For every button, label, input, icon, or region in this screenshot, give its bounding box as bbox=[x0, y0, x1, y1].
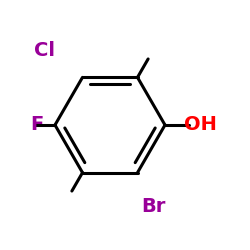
Text: OH: OH bbox=[184, 116, 216, 134]
Text: Br: Br bbox=[141, 197, 166, 216]
Text: Cl: Cl bbox=[34, 40, 55, 60]
Text: F: F bbox=[30, 116, 44, 134]
